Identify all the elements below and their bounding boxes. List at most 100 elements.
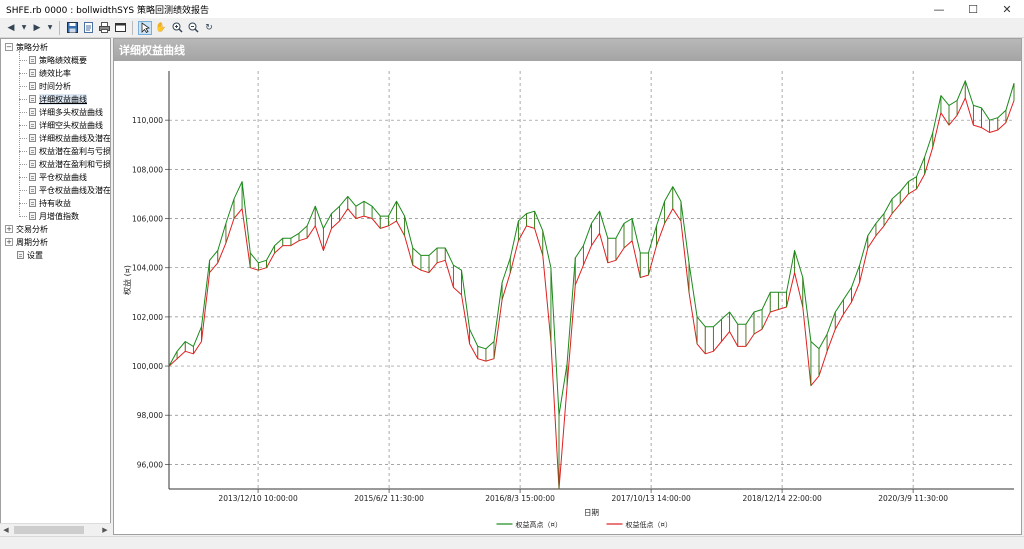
tree-group-1[interactable]: + 交易分析 — [5, 223, 48, 235]
document-icon — [29, 108, 36, 116]
tree-item-label: 策略绩效概要 — [39, 55, 87, 65]
tree-item[interactable]: 详细权益曲线及潜在 — [29, 132, 111, 144]
tree-item[interactable]: 详细权益曲线 — [29, 93, 87, 105]
equity-chart[interactable]: 96,000 98,000 100,000 102,000 104,000 106,000… — [114, 61, 1021, 534]
y-tick-label: 102,000 — [132, 313, 163, 322]
tree-item[interactable]: 月增值指数 — [29, 210, 79, 222]
tree-group-label: 策略分析 — [16, 42, 48, 52]
navigation-tree: − 策略分析策略绩效概要 绩效比率时间分析详细权益曲线详细多头权益曲线 详细空头权益曲… — [0, 38, 111, 535]
tree-item[interactable]: 时间分析 — [29, 80, 71, 92]
window-controls: — ☐ ✕ — [922, 0, 1024, 18]
y-tick-label: 106,000 — [132, 215, 163, 224]
zoom-in-icon[interactable] — [170, 21, 184, 35]
hand-pan-icon[interactable]: ✋ — [155, 22, 167, 33]
panel-header: 详细权益曲线 — [114, 39, 1021, 61]
tree-item[interactable]: 详细多头权益曲线 — [29, 106, 103, 118]
x-tick-label: 2018/12/14 22:00:00 — [742, 494, 822, 503]
toolbar: ◀ ▼ ▶ ▼ ✋ ↻ — [0, 18, 1024, 38]
pointer-icon[interactable] — [138, 20, 152, 35]
tree-item-label: 详细多头权益曲线 — [39, 107, 103, 117]
tree-connector — [19, 86, 27, 87]
y-tick-label: 104,000 — [132, 264, 163, 273]
tree-item-label: 详细权益曲线及潜在 — [39, 133, 111, 143]
y-tick-label: 96,000 — [137, 460, 163, 469]
tree-connector — [19, 164, 27, 165]
y-axis-label: 权益 (¤) — [122, 265, 132, 295]
toolbar-separator — [132, 20, 133, 35]
tree-item[interactable]: 权益潜在盈利和亏损 — [29, 158, 110, 170]
tree-item-settings[interactable]: 设置 — [17, 249, 43, 261]
dropdown-arrow-icon[interactable]: ▼ — [21, 24, 27, 31]
plot-area — [169, 71, 1014, 489]
scrollbar-thumb[interactable] — [14, 525, 84, 534]
collapse-icon[interactable]: − — [5, 43, 13, 51]
document-icon — [29, 95, 36, 103]
tree-item-label: 平仓权益曲线 — [39, 172, 87, 182]
tree-item[interactable]: 详细空头权益曲线 — [29, 119, 103, 131]
maximize-icon[interactable]: ☐ — [968, 2, 978, 16]
y-tick-label: 108,000 — [132, 165, 163, 174]
tree-item[interactable]: 权益潜在盈利与亏损 — [29, 145, 111, 157]
status-bar — [0, 536, 1024, 549]
document-icon — [29, 199, 36, 207]
document-icon — [29, 212, 36, 220]
export-icon[interactable] — [81, 21, 95, 35]
tree-connector — [19, 99, 27, 100]
document-icon — [17, 251, 24, 259]
tree-item[interactable]: 绩效比率 — [29, 67, 71, 79]
tree-connector — [19, 112, 27, 113]
series-line-low — [168, 97, 1015, 490]
back-icon[interactable]: ◀ — [7, 22, 15, 33]
minimize-icon[interactable]: — — [933, 2, 945, 16]
tree-connector — [19, 51, 20, 217]
document-icon — [29, 160, 36, 168]
x-tick-label: 2020/3/9 11:30:00 — [878, 494, 948, 503]
report-icon[interactable] — [113, 21, 127, 35]
document-icon — [29, 121, 36, 129]
tree-item[interactable]: 平仓权益曲线及潜在 — [29, 184, 110, 196]
tree-item-label: 持有收益 — [39, 198, 71, 208]
window-title: SHFE.rb 0000 : bollwidthSYS 策略回测绩效报告 — [6, 5, 209, 16]
refresh-icon[interactable]: ↻ — [205, 22, 213, 33]
tree-connector — [19, 216, 27, 217]
zoom-out-icon[interactable] — [186, 21, 200, 35]
tree-item[interactable]: 策略绩效概要 — [29, 54, 87, 66]
forward-icon[interactable]: ▶ — [33, 22, 41, 33]
tree-horizontal-scrollbar[interactable]: ◀ ▶ — [0, 523, 111, 535]
document-icon — [29, 147, 36, 155]
tree-item-label: 绩效比率 — [39, 68, 71, 78]
tree-connector — [19, 73, 27, 74]
document-icon — [29, 69, 36, 77]
tree-connector — [19, 203, 27, 204]
expand-icon[interactable]: + — [5, 225, 13, 233]
tree-group-label: 交易分析 — [16, 224, 48, 234]
tree-connector — [19, 125, 27, 126]
close-icon[interactable]: ✕ — [1002, 2, 1012, 16]
tree-item[interactable]: 持有收益 — [29, 197, 71, 209]
tree-item-label: 详细权益曲线 — [39, 93, 87, 105]
document-icon — [29, 186, 36, 194]
equity-chart-svg[interactable]: 96,000 98,000 100,000 102,000 104,000 106,000… — [114, 61, 1021, 534]
tree-item-label: 权益潜在盈利与亏损 — [39, 146, 111, 156]
tree-group-0[interactable]: − 策略分析 — [5, 41, 48, 53]
tree-item-label: 月增值指数 — [39, 211, 79, 221]
x-axis-label: 日期 — [584, 508, 599, 517]
tree-item-label: 详细空头权益曲线 — [39, 120, 103, 130]
x-tick-label: 2016/8/3 15:00:00 — [485, 494, 555, 503]
expand-icon[interactable]: + — [5, 238, 13, 246]
x-tick-label: 2017/10/13 14:00:00 — [611, 494, 691, 503]
tree-item-label: 设置 — [27, 250, 43, 260]
scroll-left-icon[interactable]: ◀ — [3, 525, 9, 534]
tree-group-2[interactable]: + 周期分析 — [5, 236, 48, 248]
tree-item-label: 时间分析 — [39, 81, 71, 91]
title-bar: SHFE.rb 0000 : bollwidthSYS 策略回测绩效报告 — ☐… — [0, 0, 1024, 18]
print-icon[interactable] — [97, 21, 111, 35]
scroll-right-icon[interactable]: ▶ — [102, 525, 108, 534]
tree-group-label: 周期分析 — [16, 237, 48, 247]
save-icon[interactable] — [65, 21, 79, 35]
dropdown-arrow-icon[interactable]: ▼ — [47, 24, 53, 31]
document-icon — [29, 56, 36, 64]
tree-item[interactable]: 平仓权益曲线 — [29, 171, 87, 183]
tree-connector — [19, 190, 27, 191]
series-line-high — [168, 80, 1015, 416]
